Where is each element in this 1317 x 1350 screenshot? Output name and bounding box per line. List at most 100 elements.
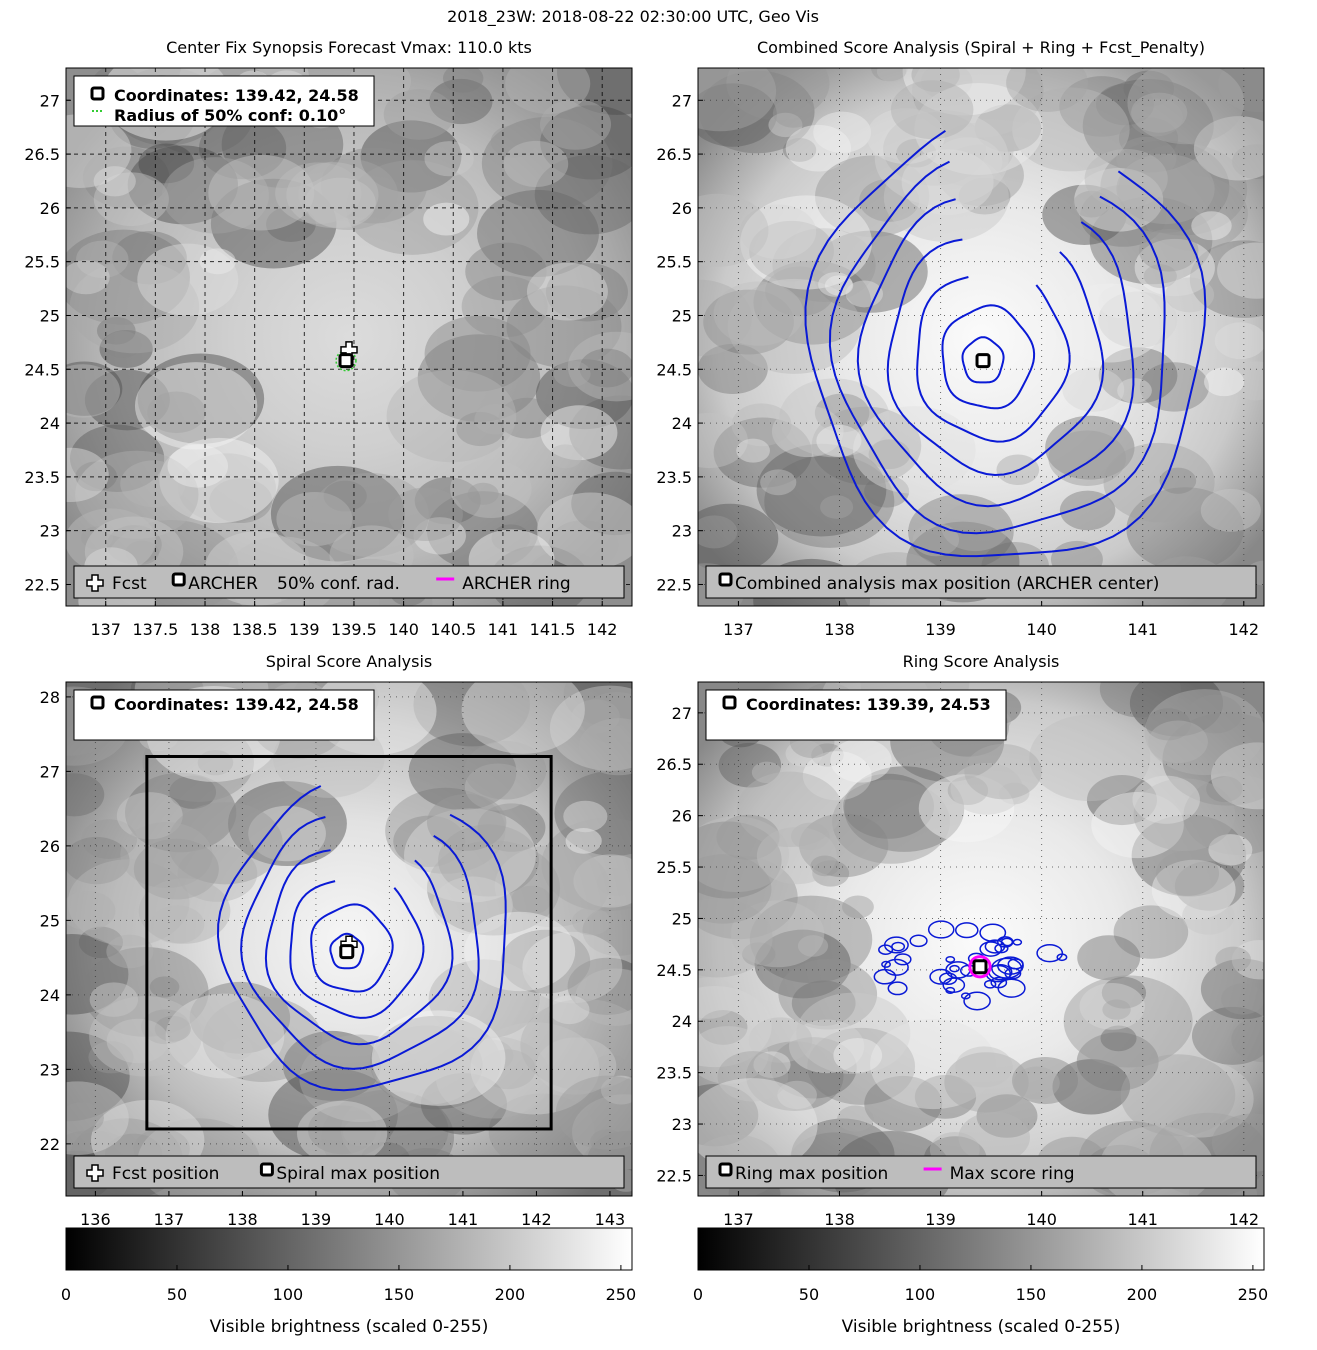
cloud-texture (1138, 229, 1199, 272)
cloud-texture (810, 855, 840, 877)
y-tick-label: 24 (672, 1012, 692, 1031)
cloud-texture (765, 266, 835, 317)
colorbar-left: 0 50 100 150 200 250 Visible brightness (scale… (61, 1227, 636, 1337)
cloud-texture (736, 438, 770, 463)
cloud-texture (698, 1084, 759, 1147)
cloud-texture (571, 699, 620, 734)
cloud-texture (66, 934, 129, 1015)
cloud-texture (1200, 958, 1264, 1020)
cloud-texture (796, 992, 911, 1075)
y-tick-label: 22.5 (24, 575, 60, 594)
x-tick-label: 139 (925, 1210, 956, 1229)
y-tick-label: 23.5 (656, 468, 692, 487)
colorbar-tick-label: 250 (1238, 1285, 1269, 1304)
colorbar-right: 0 50 100 150 200 250 Visible brightness (scale… (693, 1227, 1269, 1337)
panel-combined: Combined Score Analysis (Spiral + Ring +… (656, 38, 1265, 639)
cloud-texture (571, 907, 611, 936)
cloud-texture (789, 1019, 865, 1074)
cloud-texture (66, 1102, 104, 1134)
cloud-texture (901, 149, 994, 216)
cloud-texture (843, 773, 935, 839)
legend-box (705, 1155, 1257, 1189)
legend-label: ARCHER (188, 574, 258, 594)
x-tick-label: 137 (723, 620, 754, 639)
cloud-texture (199, 248, 236, 275)
cloud-texture (874, 110, 1009, 206)
cloud-texture (189, 981, 291, 1054)
cloud-texture (369, 1015, 501, 1110)
cloud-texture (756, 443, 887, 537)
x-tick-label: 142 (1229, 620, 1260, 639)
legend-fcst-icon (86, 1164, 104, 1182)
y-tick-label: 25 (40, 911, 60, 930)
cloud-texture (563, 800, 608, 833)
cloud-texture (1059, 490, 1116, 531)
cloud-texture (974, 104, 1042, 152)
cloud-texture (66, 364, 121, 418)
cloud-texture (742, 942, 776, 967)
cloud-texture (797, 935, 829, 957)
x-tick-label: 137.5 (132, 620, 178, 639)
spiral-max-marker (339, 944, 355, 960)
cloud-texture (177, 844, 258, 902)
cloud-texture (920, 68, 973, 100)
cloud-texture (837, 1105, 874, 1132)
cloud-texture (426, 794, 507, 851)
cloud-texture (93, 166, 136, 197)
y-tick-label: 27 (672, 704, 692, 723)
cloud-texture (536, 1037, 617, 1095)
cloud-texture (912, 68, 1044, 138)
y-tick-label: 27 (672, 91, 692, 110)
cloud-texture (1012, 1056, 1079, 1105)
cloud-texture (1143, 264, 1177, 288)
cloud-texture (474, 404, 517, 435)
cloud-texture (66, 447, 109, 503)
cloud-texture (66, 890, 116, 931)
cloud-texture (914, 83, 1044, 175)
cloud-texture (770, 1037, 857, 1099)
cloud-texture (167, 802, 283, 885)
combined-max-marker (975, 353, 991, 369)
x-tick-label: 139 (301, 1210, 332, 1229)
cloud-texture (820, 495, 854, 519)
cloud-texture (573, 854, 632, 908)
cloud-texture (539, 99, 612, 150)
contour-line (984, 939, 1006, 954)
cloud-texture (549, 685, 632, 771)
contour-line (1012, 938, 1023, 946)
x-tick-label: 139.5 (331, 620, 377, 639)
cloud-texture (138, 878, 231, 944)
cloud-texture (248, 805, 326, 862)
y-tick-label: 25 (672, 306, 692, 325)
cloud-texture (167, 444, 229, 488)
cloud-texture (811, 406, 922, 485)
cloud-texture (89, 982, 139, 1017)
y-tick-label: 24.5 (656, 961, 692, 980)
contour-line (883, 958, 909, 976)
cloud-texture (159, 437, 279, 524)
contour-line (329, 932, 365, 970)
cloud-texture (590, 1129, 625, 1154)
cloud-texture (703, 289, 794, 355)
y-tick-label: 23 (40, 1060, 60, 1079)
colorbar-tick-label: 100 (905, 1285, 936, 1304)
cloud-texture (286, 162, 379, 228)
cloud-texture (76, 240, 129, 279)
y-tick-label: 25 (672, 909, 692, 928)
cloud-texture (883, 112, 986, 186)
cloud-texture (540, 405, 618, 461)
cloud-texture (778, 959, 878, 1030)
cloud-texture (746, 1041, 844, 1111)
x-tick-label: 142 (587, 620, 618, 639)
cloud-texture (1191, 1006, 1264, 1065)
contour-line (983, 979, 997, 989)
cloud-texture (739, 204, 817, 260)
cloud-texture (841, 895, 874, 919)
axes-frame (65, 681, 633, 1197)
cloud-texture (120, 460, 186, 508)
x-tick-label: 141 (1127, 1210, 1158, 1229)
cloud-texture (578, 718, 632, 776)
cloud-texture (99, 329, 153, 369)
cloud-texture (852, 406, 976, 494)
cloud-texture (154, 1015, 191, 1042)
